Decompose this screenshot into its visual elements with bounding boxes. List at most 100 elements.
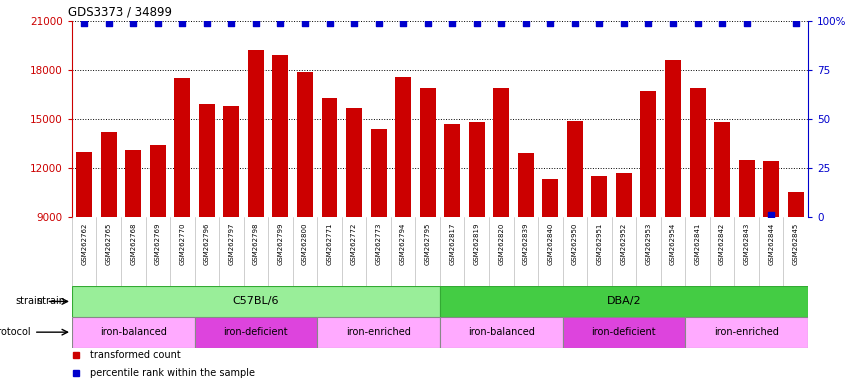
Text: iron-enriched: iron-enriched: [346, 327, 411, 337]
Text: GSM262842: GSM262842: [719, 222, 725, 265]
Point: [617, 20, 630, 26]
Text: GSM262952: GSM262952: [621, 222, 627, 265]
Text: C57BL/6: C57BL/6: [233, 296, 279, 306]
Text: percentile rank within the sample: percentile rank within the sample: [91, 368, 255, 378]
Bar: [248, 50, 264, 364]
Bar: [195, 317, 317, 348]
Text: transformed count: transformed count: [91, 350, 181, 360]
Text: GDS3373 / 34899: GDS3373 / 34899: [68, 6, 172, 19]
Point: [470, 20, 483, 26]
Bar: [788, 192, 804, 364]
Text: GSM262771: GSM262771: [327, 222, 332, 265]
Point: [298, 20, 311, 26]
Point: [764, 212, 777, 218]
Point: [249, 20, 262, 26]
Point: [494, 20, 508, 26]
Bar: [371, 129, 387, 364]
Point: [666, 20, 679, 26]
Point: [175, 20, 189, 26]
Text: protocol: protocol: [0, 327, 30, 337]
Text: GSM262769: GSM262769: [155, 222, 161, 265]
Point: [543, 20, 557, 26]
Bar: [395, 77, 411, 364]
Bar: [125, 150, 141, 364]
Bar: [272, 55, 288, 364]
Point: [568, 20, 581, 26]
Bar: [199, 104, 215, 364]
Bar: [739, 160, 755, 364]
Bar: [101, 132, 117, 364]
Text: GSM262799: GSM262799: [277, 222, 283, 265]
Point: [77, 20, 91, 26]
Point: [592, 20, 606, 26]
Point: [641, 20, 655, 26]
Point: [151, 20, 164, 26]
Point: [371, 20, 385, 26]
Text: GSM262770: GSM262770: [179, 222, 185, 265]
Bar: [665, 60, 681, 364]
Bar: [174, 78, 190, 364]
Text: GSM262843: GSM262843: [744, 222, 750, 265]
Text: GSM262840: GSM262840: [547, 222, 553, 265]
Bar: [591, 176, 607, 364]
Text: GSM262794: GSM262794: [400, 222, 406, 265]
Point: [347, 20, 360, 26]
Text: GSM262820: GSM262820: [498, 222, 504, 265]
Point: [200, 20, 213, 26]
Text: GSM262796: GSM262796: [204, 222, 210, 265]
Bar: [493, 88, 509, 364]
Text: GSM262817: GSM262817: [449, 222, 455, 265]
Text: GSM262768: GSM262768: [130, 222, 136, 265]
Point: [273, 20, 287, 26]
Bar: [321, 98, 338, 364]
Bar: [72, 286, 440, 317]
Bar: [297, 72, 313, 364]
Bar: [640, 91, 656, 364]
Point: [126, 20, 140, 26]
Text: GSM262954: GSM262954: [670, 222, 676, 265]
Bar: [150, 145, 166, 364]
Text: GSM262765: GSM262765: [106, 222, 112, 265]
Bar: [542, 179, 558, 364]
Text: GSM262773: GSM262773: [376, 222, 382, 265]
Text: GSM262839: GSM262839: [523, 222, 529, 265]
Point: [445, 20, 459, 26]
Text: strain: strain: [36, 296, 68, 306]
Text: iron-balanced: iron-balanced: [100, 327, 167, 337]
Point: [519, 20, 532, 26]
Bar: [689, 88, 706, 364]
Text: GSM262841: GSM262841: [695, 222, 700, 265]
Text: GSM262797: GSM262797: [228, 222, 234, 265]
Point: [739, 20, 753, 26]
Text: iron-balanced: iron-balanced: [468, 327, 535, 337]
Point: [396, 20, 409, 26]
Point: [322, 20, 336, 26]
Text: iron-deficient: iron-deficient: [223, 327, 288, 337]
Text: GSM262762: GSM262762: [81, 222, 87, 265]
Bar: [714, 122, 730, 364]
Text: iron-deficient: iron-deficient: [591, 327, 656, 337]
Bar: [518, 153, 534, 364]
Point: [420, 20, 434, 26]
Bar: [563, 317, 685, 348]
Text: GSM262772: GSM262772: [351, 222, 357, 265]
Bar: [444, 124, 460, 364]
Point: [102, 20, 115, 26]
Bar: [317, 317, 440, 348]
Text: iron-enriched: iron-enriched: [714, 327, 779, 337]
Text: DBA/2: DBA/2: [607, 296, 641, 306]
Text: GSM262795: GSM262795: [425, 222, 431, 265]
Point: [224, 20, 238, 26]
Bar: [440, 317, 563, 348]
Text: GSM262950: GSM262950: [572, 222, 578, 265]
Bar: [223, 106, 239, 364]
Text: GSM262845: GSM262845: [793, 222, 799, 265]
Bar: [567, 121, 583, 364]
Point: [715, 20, 728, 26]
Bar: [346, 108, 362, 364]
Text: GSM262844: GSM262844: [768, 222, 774, 265]
Point: [690, 20, 704, 26]
Text: GSM262951: GSM262951: [596, 222, 602, 265]
Text: GSM262800: GSM262800: [302, 222, 308, 265]
Bar: [763, 162, 779, 364]
